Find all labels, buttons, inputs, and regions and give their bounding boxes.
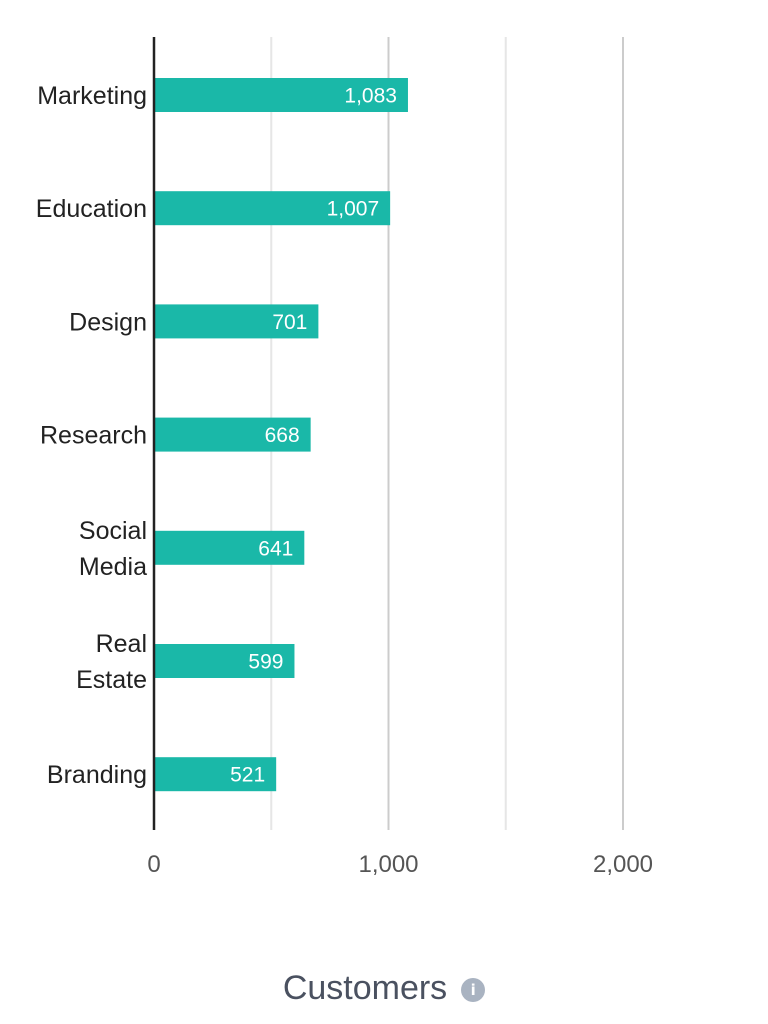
bar: [154, 304, 319, 339]
x-tick-label: 1,000: [358, 851, 418, 878]
category-labels: Marketing Education Design Research Social Me…: [36, 82, 147, 789]
category-label: Design: [69, 308, 147, 336]
gridlines: [270, 37, 624, 830]
x-axis-title-text: Customers: [282, 968, 448, 1007]
x-tick-label: 2,000: [593, 851, 653, 878]
bar: [154, 644, 295, 678]
bar: [154, 191, 391, 226]
category-label: Research: [40, 422, 147, 450]
x-tick-label: 0: [147, 851, 160, 878]
bars: 1,083 1,007 701 668 641 599 521: [154, 78, 408, 792]
bar-value-label: 1,007: [327, 198, 380, 221]
x-axis-ticks: 0 1,000 2,000: [147, 851, 653, 878]
bar-value-label: 599: [248, 651, 283, 674]
category-label: Estate: [76, 666, 147, 694]
bar: [154, 757, 277, 792]
bar-value-label: 1,083: [344, 85, 397, 108]
bar-value-label: 701: [272, 311, 307, 334]
category-label: Media: [79, 553, 147, 581]
bar-value-label: 668: [265, 424, 300, 447]
category-label: Education: [36, 195, 147, 223]
bar: [154, 78, 408, 112]
category-label: Branding: [47, 761, 147, 789]
bar-value-label: 641: [258, 537, 293, 560]
category-label: Real: [96, 630, 147, 658]
category-label: Marketing: [37, 82, 147, 110]
x-axis-title: Customers i: [0, 962, 768, 1014]
category-label: Social: [79, 517, 147, 545]
bar: [154, 530, 305, 565]
bar: [154, 417, 311, 452]
info-icon[interactable]: i: [461, 978, 486, 1002]
bar-value-label: 521: [230, 764, 265, 787]
